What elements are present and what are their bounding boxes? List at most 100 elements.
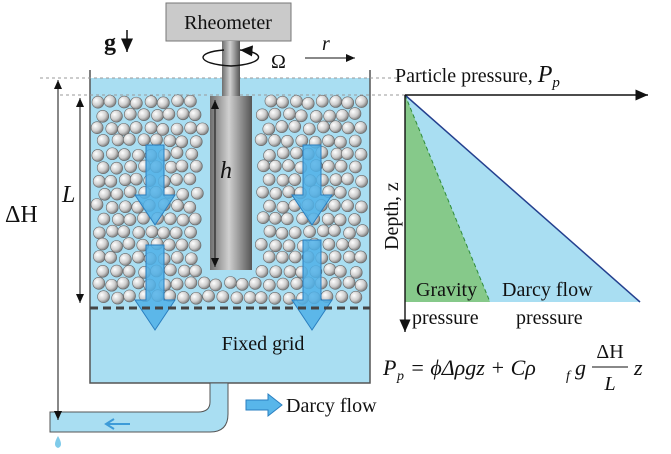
particle — [289, 227, 301, 239]
particle — [130, 122, 142, 134]
particle — [118, 149, 130, 161]
particle — [291, 147, 303, 159]
particle — [256, 265, 268, 277]
particle — [257, 212, 269, 224]
particle — [322, 213, 334, 225]
particle — [269, 108, 281, 120]
particle — [269, 134, 281, 146]
darcy-pressure-label: pressure — [516, 307, 583, 329]
particle — [304, 226, 316, 238]
darcy-pressure-label: Darcy flow — [502, 279, 593, 301]
particle — [172, 95, 184, 107]
particle — [277, 174, 289, 186]
particle — [138, 109, 150, 121]
r-label: r — [322, 33, 330, 55]
particle — [355, 201, 367, 213]
particle — [112, 134, 124, 146]
particle — [91, 122, 103, 134]
particle — [270, 266, 282, 278]
particle — [189, 239, 201, 251]
particle — [283, 240, 295, 252]
particle — [277, 96, 289, 108]
particle — [323, 160, 335, 172]
particle — [163, 239, 175, 251]
particle — [264, 225, 276, 237]
particle — [151, 134, 163, 146]
particle — [110, 110, 122, 122]
diagram: Darcy flow Rheometer Ω r g h L ΔH Fixed … — [0, 0, 671, 454]
particle — [249, 277, 261, 289]
particle — [164, 264, 176, 276]
particle — [336, 239, 348, 251]
particle — [225, 277, 237, 289]
particle — [356, 96, 368, 108]
particle — [185, 226, 197, 238]
particle — [355, 251, 367, 263]
particle — [328, 199, 340, 211]
particle — [190, 160, 202, 172]
eq-den: L — [603, 373, 615, 395]
particle — [342, 122, 354, 134]
particle — [93, 227, 105, 239]
particle — [196, 123, 208, 135]
particle — [171, 251, 183, 263]
eq-tail: z — [633, 355, 643, 380]
particle — [132, 277, 144, 289]
particle — [177, 108, 189, 120]
particle — [255, 134, 267, 146]
particle — [265, 95, 277, 107]
particle — [118, 226, 130, 238]
particle — [189, 109, 201, 121]
particle — [164, 213, 176, 225]
darcy-flow-label: Darcy flow — [286, 395, 377, 417]
particle — [217, 291, 229, 303]
particle — [177, 214, 189, 226]
particle — [244, 292, 256, 304]
particle — [171, 147, 183, 159]
particle — [146, 226, 158, 238]
particle — [350, 291, 362, 303]
particle — [97, 238, 109, 250]
omega-label: Ω — [271, 51, 286, 73]
particle — [355, 148, 367, 160]
particle — [132, 251, 144, 263]
drop — [55, 436, 61, 448]
particle — [163, 108, 175, 120]
particle — [177, 188, 189, 200]
y-axis-label: Depth, z — [381, 182, 403, 250]
particle — [329, 251, 341, 263]
particle — [111, 188, 123, 200]
gravity-label: Gravity — [416, 279, 477, 301]
particle — [165, 161, 177, 173]
particle — [335, 160, 347, 172]
darcy-arrow — [246, 394, 282, 416]
particle — [355, 279, 367, 291]
particle — [123, 265, 135, 277]
particle — [263, 174, 275, 186]
particle — [145, 122, 157, 134]
particle — [255, 238, 267, 250]
particle — [171, 123, 183, 135]
particle — [176, 239, 188, 251]
particle — [123, 238, 135, 250]
shaft — [222, 41, 240, 96]
particle — [133, 227, 145, 239]
particle — [111, 240, 123, 252]
particle — [269, 292, 281, 304]
particle — [349, 214, 361, 226]
particle — [97, 134, 109, 146]
particle — [105, 251, 117, 263]
particle — [176, 136, 188, 148]
particle — [342, 173, 354, 185]
particle — [171, 174, 183, 186]
particle — [295, 110, 307, 122]
particle — [97, 110, 109, 122]
particle — [282, 160, 294, 172]
particle — [284, 108, 296, 120]
particle — [350, 266, 362, 278]
particle — [119, 174, 131, 186]
particle — [124, 214, 136, 226]
particle — [91, 199, 103, 211]
particle — [349, 108, 361, 120]
particle — [171, 278, 183, 290]
